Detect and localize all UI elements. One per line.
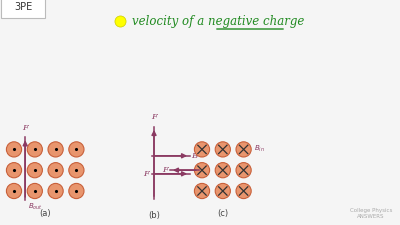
Text: F: F bbox=[151, 113, 157, 122]
Circle shape bbox=[6, 163, 22, 178]
Circle shape bbox=[215, 163, 230, 178]
Text: F: F bbox=[162, 166, 168, 174]
Circle shape bbox=[27, 183, 42, 199]
Text: F: F bbox=[143, 170, 149, 178]
Circle shape bbox=[27, 163, 42, 178]
Circle shape bbox=[194, 142, 210, 157]
Circle shape bbox=[69, 142, 84, 157]
Circle shape bbox=[69, 163, 84, 178]
Circle shape bbox=[194, 183, 210, 199]
Text: 3PE: 3PE bbox=[14, 2, 32, 12]
Circle shape bbox=[236, 142, 251, 157]
Circle shape bbox=[236, 183, 251, 199]
Circle shape bbox=[48, 183, 63, 199]
Circle shape bbox=[194, 163, 210, 178]
Circle shape bbox=[48, 142, 63, 157]
Text: (b): (b) bbox=[148, 211, 160, 220]
Text: (a): (a) bbox=[39, 209, 51, 218]
Circle shape bbox=[6, 183, 22, 199]
Text: B: B bbox=[192, 152, 198, 160]
Circle shape bbox=[236, 163, 251, 178]
FancyBboxPatch shape bbox=[1, 0, 45, 18]
Text: $B_{in}$: $B_{in}$ bbox=[254, 144, 265, 155]
Circle shape bbox=[215, 142, 230, 157]
Circle shape bbox=[6, 142, 22, 157]
Circle shape bbox=[69, 183, 84, 199]
Circle shape bbox=[48, 163, 63, 178]
Text: College Physics
ANSWERS: College Physics ANSWERS bbox=[350, 208, 392, 219]
Text: $B_{out}$: $B_{out}$ bbox=[28, 202, 42, 212]
Text: (c): (c) bbox=[217, 209, 228, 218]
Circle shape bbox=[27, 142, 42, 157]
Circle shape bbox=[215, 183, 230, 199]
Text: velocity of a negative charge: velocity of a negative charge bbox=[132, 14, 304, 27]
Text: F: F bbox=[22, 124, 28, 132]
